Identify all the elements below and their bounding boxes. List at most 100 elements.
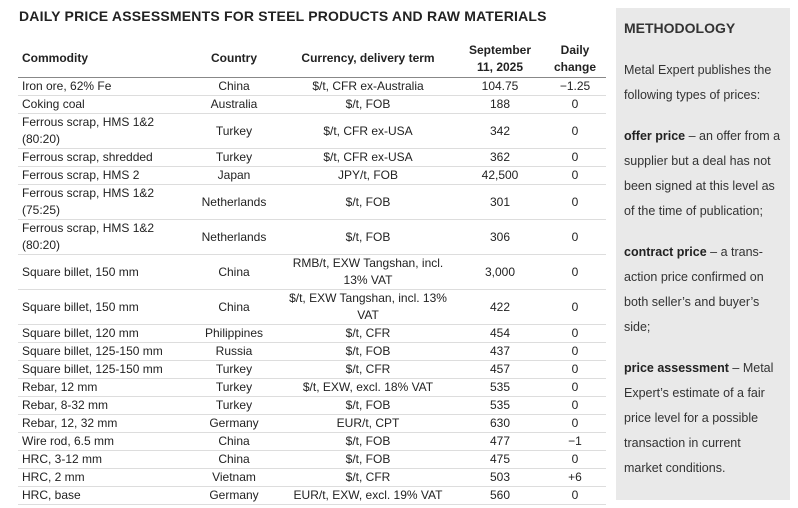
table-cell: Japan [188,166,280,185]
table-row: Square billet, 125-150 mm Turkey $/t, CFR 4… [18,360,606,379]
table-row: HRC, base Germany EUR/t, EXW, excl. 19% VA… [18,486,606,505]
table-cell: Ferrous scrap, HMS 1&2 (80:20) [18,219,188,255]
table-cell: 0 [544,414,606,433]
table-cell: $/t, EXW Tangshan, incl. 13% VAT [280,289,456,325]
table-cell: Turkey [188,113,280,149]
table-cell: 0 [544,289,606,325]
table-row: HRC, 3-12 mm China $/t, FOB 475 0 [18,450,606,469]
table-cell: 457 [456,360,544,379]
table-cell: −1.25 [544,77,606,96]
table-cell: 0 [544,342,606,361]
table-cell: 306 [456,219,544,255]
table-cell: Germany [188,414,280,433]
methodology-item: contract price – a trans-action price co… [624,240,782,340]
table-cell: $/t, FOB [280,432,456,451]
table-row: Ferrous scrap, HMS 1&2 (75:25) Netherland… [18,184,606,220]
table-cell: Turkey [188,396,280,415]
table-cell: $/t, FOB [280,450,456,469]
table-cell: 0 [544,184,606,220]
methodology-items: offer price – an offer from a supplier b… [624,124,782,481]
table-cell: 477 [456,432,544,451]
table-cell: 42,500 [456,166,544,185]
table-row: Rebar, 8-32 mm Turkey $/t, FOB 535 0 [18,396,606,415]
table-cell: Russia [188,342,280,361]
table-cell: Turkey [188,360,280,379]
table-cell: China [188,254,280,290]
table-cell: Rebar, 12 mm [18,378,188,397]
table-cell: $/t, CFR ex-USA [280,113,456,149]
table-cell: $/t, CFR [280,468,456,487]
table-cell: China [188,77,280,96]
table-cell: Rebar, 8-32 mm [18,396,188,415]
table-cell: 3,000 [456,254,544,290]
table-row: Square billet, 125-150 mm Russia $/t, FOB 4… [18,342,606,361]
table-cell: $/t, CFR ex-USA [280,148,456,167]
table-cell: $/t, FOB [280,184,456,220]
table-cell: 535 [456,378,544,397]
table-cell: Ferrous scrap, HMS 2 [18,166,188,185]
table-cell: EUR/t, EXW, excl. 19% VAT [280,486,456,505]
table-row: Rebar, 12 mm Turkey $/t, EXW, excl. 18% VA… [18,378,606,397]
table-cell: $/t, CFR ex-Australia [280,77,456,96]
table-row: Iron ore, 62% Fe China $/t, CFR ex-Austral… [18,77,606,96]
table-cell: 0 [544,450,606,469]
table-cell: 0 [544,219,606,255]
table-cell: Square billet, 150 mm [18,289,188,325]
table-cell: 188 [456,95,544,114]
table-cell: China [188,450,280,469]
methodology-text: – a trans-action price confirmed on both… [624,245,764,334]
table-row: Ferrous scrap, HMS 1&2 (80:20) Turkey $/t,… [18,113,606,149]
table-cell: Coking coal [18,95,188,114]
table-cell: 475 [456,450,544,469]
table-cell: 0 [544,148,606,167]
table-cell: $/t, CFR [280,360,456,379]
table-cell: Netherlands [188,184,280,220]
table-cell: −1 [544,432,606,451]
table-cell: Square billet, 120 mm [18,324,188,343]
table-cell: 362 [456,148,544,167]
table-row: Coking coal Australia $/t, FOB 188 0 [18,95,606,114]
table-cell: $/t, EXW, excl. 18% VAT [280,378,456,397]
table-cell: Australia [188,95,280,114]
methodology-item: price assessment – Metal Expert’s estima… [624,356,782,481]
page-title: DAILY PRICE ASSESSMENTS FOR STEEL PRODUC… [19,8,547,24]
table-cell: $/t, FOB [280,219,456,255]
table-cell: China [188,289,280,325]
column-header: Commodity [18,40,188,78]
table-cell: 0 [544,95,606,114]
table-cell: 301 [456,184,544,220]
table-cell: Turkey [188,378,280,397]
table-cell: HRC, 3-12 mm [18,450,188,469]
table-body: Iron ore, 62% Fe China $/t, CFR ex-Austral… [18,77,606,505]
table-cell: Square billet, 125-150 mm [18,342,188,361]
table-cell: $/t, FOB [280,396,456,415]
table-cell: RMB/t, EXW Tangshan, incl. 13% VAT [280,254,456,290]
table-cell: $/t, FOB [280,342,456,361]
table-cell: 560 [456,486,544,505]
methodology-panel: METHODOLOGY Metal Expert publishes the f… [616,8,790,500]
price-table: Commodity Country Currency, delivery term S… [18,40,606,505]
column-header: Currency, delivery term [280,40,456,78]
table-cell: Philippines [188,324,280,343]
table-cell: 0 [544,254,606,290]
table-row: Square billet, 150 mm China $/t, EXW Tangs… [18,289,606,325]
table-cell: Vietnam [188,468,280,487]
methodology-text: – an offer from a supplier but a deal ha… [624,129,781,218]
table-cell: HRC, 2 mm [18,468,188,487]
table-cell: Netherlands [188,219,280,255]
table-row: Ferrous scrap, shredded Turkey $/t, CFR ex… [18,148,606,167]
table-cell: 0 [544,396,606,415]
table-cell: 503 [456,468,544,487]
table-cell: 0 [544,378,606,397]
table-cell: 0 [544,113,606,149]
table-cell: 342 [456,113,544,149]
table-cell: 454 [456,324,544,343]
column-header: September 11, 2025 [456,40,544,78]
table-cell: $/t, FOB [280,95,456,114]
column-header: Country [188,40,280,78]
table-cell: Iron ore, 62% Fe [18,77,188,96]
table-cell: China [188,432,280,451]
table-cell: 0 [544,486,606,505]
methodology-item: offer price – an offer from a supplier b… [624,124,782,224]
